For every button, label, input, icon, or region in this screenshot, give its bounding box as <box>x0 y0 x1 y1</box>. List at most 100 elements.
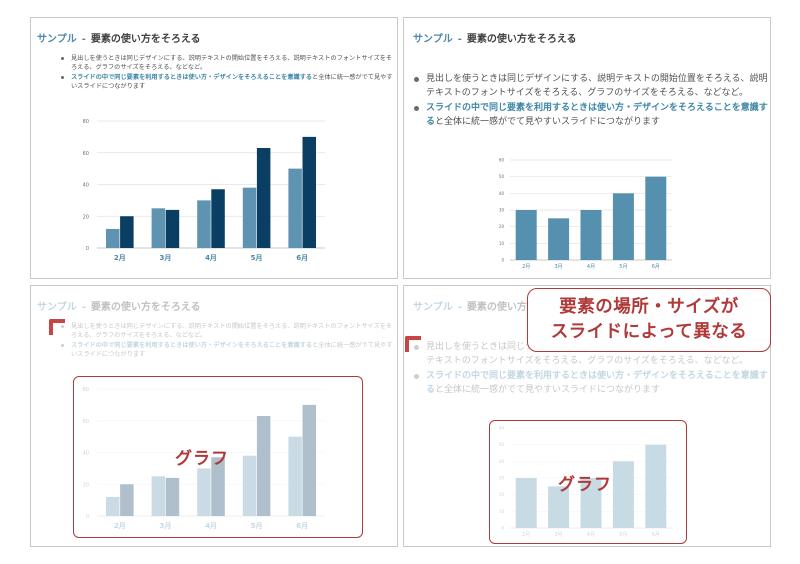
x-tick-label: 3月 <box>555 532 563 538</box>
bar <box>256 415 271 516</box>
bullet-item: スライドの中で同じ要素を利用するときは使い方・デザインをそろえることを意識すると… <box>61 342 393 358</box>
y-tick-label: 20 <box>499 224 505 229</box>
y-tick-label: 10 <box>499 241 505 246</box>
x-tick-label: 3月 <box>159 522 171 530</box>
y-tick-label: 0 <box>86 514 89 520</box>
y-tick-label: 80 <box>83 387 89 393</box>
y-tick-label: 80 <box>83 119 89 125</box>
bar <box>120 216 134 248</box>
bar <box>197 200 211 248</box>
y-tick-label: 0 <box>501 258 504 263</box>
bullet-item: 見出しを使うときは同じデザインにする、説明テキストの開始位置をそろえる、説明テキ… <box>61 55 393 71</box>
slide-title: サンプル - 要素の使い方をそろえる <box>413 34 577 45</box>
bar <box>256 147 271 248</box>
x-tick-label: 2月 <box>114 254 126 262</box>
x-tick-label: 5月 <box>619 532 627 538</box>
x-tick-label: 4月 <box>587 264 595 270</box>
bar <box>645 176 667 260</box>
slide-grouped-chart: サンプル - 要素の使い方をそろえる 見出しを使うときは同じデザインにする、説明テキ… <box>30 17 398 279</box>
bar <box>288 168 302 248</box>
bar <box>151 208 166 248</box>
slide-grouped-chart-annotated: サンプル - 要素の使い方をそろえる 見出しを使うときは同じデザインにする、説明テキ… <box>30 285 398 547</box>
bar <box>288 436 302 516</box>
bar <box>580 478 602 528</box>
corner-marker <box>49 319 65 335</box>
x-tick-label: 2月 <box>114 522 126 530</box>
y-tick-label: 60 <box>499 158 505 163</box>
x-tick-label: 5月 <box>619 264 627 270</box>
bullet-item: スライドの中で同じ要素を利用するときは使い方・デザインをそろえることを意識すると… <box>414 369 770 397</box>
y-tick-label: 30 <box>499 208 505 213</box>
graph-frame <box>489 420 687 544</box>
bullet-item: スライドの中で同じ要素を利用するときは使い方・デザインをそろえることを意識すると… <box>61 74 393 90</box>
bar <box>580 210 602 260</box>
bar <box>120 484 134 516</box>
bar-chart: 0 10 20 30 40 50 60 2月 3月 4月 5月 6月 <box>499 426 672 538</box>
bar <box>197 468 211 516</box>
y-tick-label: 60 <box>83 151 89 157</box>
bar <box>548 486 570 528</box>
y-tick-label: 50 <box>499 174 505 179</box>
y-tick-label: 20 <box>499 492 505 497</box>
slide-title: サンプル - 要素の使い方をそろえる <box>37 34 201 45</box>
slide-single-chart: サンプル - 要素の使い方をそろえる 見出しを使うときは同じデザインにする、説明テキ… <box>403 17 771 279</box>
bullet-item: 見出しを使うときは同じデザインにする、説明テキストの開始位置をそろえる、説明テキ… <box>414 72 770 100</box>
bar <box>151 476 166 516</box>
bar <box>242 187 257 248</box>
y-tick-label: 30 <box>499 476 505 481</box>
bar <box>515 210 537 260</box>
bullet-list: 見出しを使うときは同じデザインにする、説明テキストの開始位置をそろえる、説明テキ… <box>59 322 393 359</box>
bullet-item: スライドの中で同じ要素を利用するときは使い方・デザインをそろえることを意識すると… <box>414 101 770 129</box>
bar <box>242 455 257 516</box>
bar <box>302 136 316 248</box>
x-tick-label: 3月 <box>159 254 171 262</box>
x-tick-label: 2月 <box>522 532 530 538</box>
x-tick-label: 2月 <box>522 264 530 270</box>
y-tick-label: 40 <box>499 459 505 464</box>
x-tick-label: 6月 <box>652 264 660 270</box>
bar <box>612 461 634 528</box>
bar <box>302 404 316 516</box>
grouped-bar-chart: 0 20 40 60 80 2月 3月 4月 5月 6月 <box>83 387 325 530</box>
bar <box>548 218 570 260</box>
bar <box>165 477 180 516</box>
corner-marker <box>405 336 421 352</box>
x-tick-label: 6月 <box>296 522 308 530</box>
bar <box>612 193 634 260</box>
x-tick-label: 3月 <box>555 264 563 270</box>
bar <box>165 209 180 248</box>
x-tick-label: 6月 <box>652 532 660 538</box>
graph-frame <box>73 376 363 538</box>
bullet-item: 見出しを使うときは同じデザインにする、説明テキストの開始位置をそろえる、説明テキ… <box>61 323 393 339</box>
y-tick-label: 0 <box>86 246 89 252</box>
y-tick-label: 40 <box>499 191 505 196</box>
y-tick-label: 60 <box>499 426 505 431</box>
slide-title: サンプル - 要素の使い方をそろえる <box>37 302 201 313</box>
slide-title: サンプル - 要素の使い方をそろえる <box>413 302 577 313</box>
y-tick-label: 40 <box>83 451 89 457</box>
graph-label: グラフ <box>175 449 229 469</box>
callout-line-1: 要素の場所・サイズが <box>559 297 739 317</box>
bar <box>211 189 225 248</box>
bar <box>106 228 120 248</box>
callout-line-2: スライドによって異なる <box>550 322 748 342</box>
bar <box>515 478 537 528</box>
bar-chart: 0 10 20 30 40 50 60 2月 3月 4月 5月 6月 <box>499 158 672 270</box>
y-tick-label: 10 <box>499 509 505 514</box>
bullet-list: 見出しを使うときは同じデザインにする、説明テキストの開始位置をそろえる、説明テキ… <box>414 72 770 129</box>
callout-box: 要素の場所・サイズが スライドによって異なる <box>527 288 771 352</box>
x-tick-label: 5月 <box>251 522 263 530</box>
bar <box>645 444 667 528</box>
bar <box>211 457 225 516</box>
x-tick-label: 4月 <box>205 522 217 530</box>
y-tick-label: 50 <box>499 442 505 447</box>
bullet-list: 見出しを使うときは同じデザインにする、説明テキストの開始位置をそろえる、説明テキ… <box>59 54 393 91</box>
y-tick-label: 60 <box>83 419 89 425</box>
x-tick-label: 4月 <box>587 532 595 538</box>
x-tick-label: 6月 <box>296 254 308 262</box>
x-tick-label: 4月 <box>205 254 217 262</box>
grouped-bar-chart: 0 20 40 60 80 2月 3月 4月 5月 6月 <box>83 119 325 262</box>
y-tick-label: 0 <box>501 526 504 531</box>
y-tick-label: 20 <box>83 214 89 220</box>
bar <box>106 496 120 516</box>
